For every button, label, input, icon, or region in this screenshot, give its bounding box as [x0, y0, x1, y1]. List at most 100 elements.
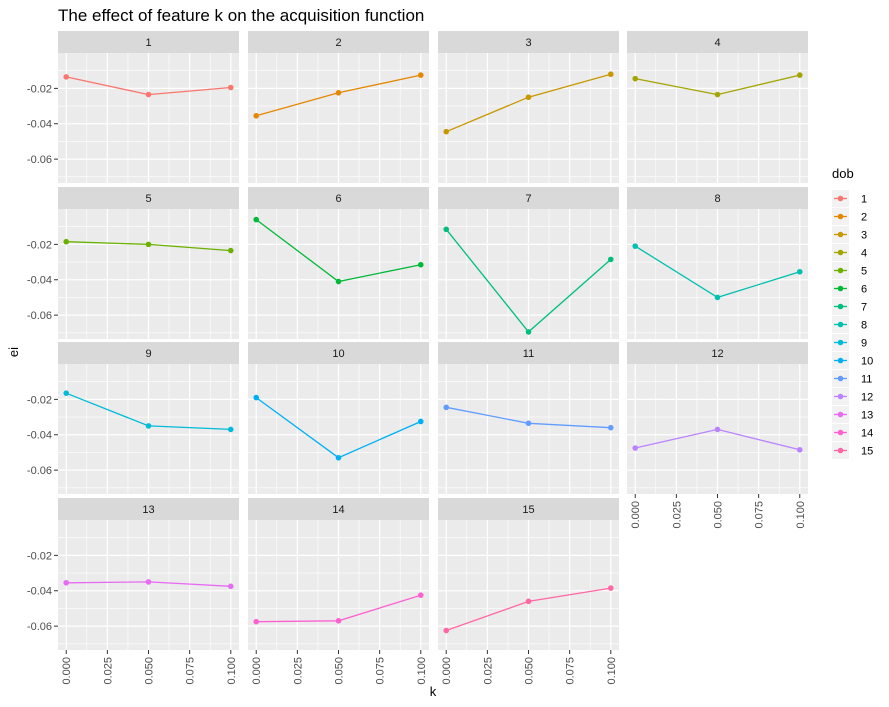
data-point — [417, 592, 424, 598]
facet-strip — [438, 342, 619, 364]
legend-label: 11 — [861, 374, 872, 386]
legend-key-point — [837, 231, 844, 238]
legend-label: 4 — [861, 248, 867, 260]
facet-strip — [438, 187, 619, 209]
data-point — [443, 226, 450, 233]
facet-panel: 5 -0.02 -0.04 -0.06 — [27, 187, 239, 339]
facet-panel: 8 — [627, 187, 808, 339]
chart-title: The effect of feature k on the acquisiti… — [58, 6, 424, 25]
legend-key-point — [837, 285, 844, 292]
data-point — [335, 89, 342, 96]
facet-strip — [58, 31, 239, 53]
data-point — [417, 261, 424, 268]
data-point — [525, 329, 532, 335]
x-tick-label: 0.050 — [334, 657, 346, 685]
x-tick-label: 0.000 — [61, 657, 73, 685]
legend-label: 9 — [861, 338, 867, 350]
facet-strip-label: 11 — [523, 348, 534, 360]
data-point — [335, 278, 342, 285]
legend-label: 10 — [861, 356, 873, 368]
facet-strip — [248, 498, 429, 520]
x-axis-title: k — [430, 684, 437, 699]
legend-key-point — [837, 447, 844, 454]
legend-label: 12 — [861, 392, 873, 404]
legend-item: 14 — [832, 424, 873, 441]
legend-key-point — [837, 393, 844, 400]
legend-label: 6 — [861, 284, 867, 296]
facet-panel: 10 — [248, 342, 429, 494]
legend-item: 10 — [832, 352, 873, 369]
legend-key-point — [837, 429, 844, 436]
legend-key-point — [837, 249, 844, 256]
data-point — [525, 598, 532, 605]
data-point — [796, 268, 803, 275]
data-point — [607, 71, 614, 78]
data-point — [443, 128, 450, 135]
data-point — [145, 241, 152, 248]
facet-strip-label: 12 — [711, 348, 723, 360]
x-tick-label: 0.100 — [795, 501, 807, 529]
data-point — [335, 618, 342, 624]
data-point — [227, 426, 234, 433]
data-point — [227, 84, 234, 91]
facet-strip — [58, 342, 239, 364]
data-point — [632, 445, 639, 451]
facet-strip-label: 1 — [145, 37, 151, 49]
facet-strip-label: 5 — [145, 193, 151, 205]
data-point — [145, 423, 152, 429]
y-tick-label: -0.04 — [27, 430, 52, 442]
facet-panel: 12 0.000 0.025 0.050 0.075 0.100 — [627, 342, 808, 529]
data-point — [714, 294, 721, 301]
legend-item: 13 — [832, 406, 873, 423]
facet-strip-label: 7 — [525, 193, 531, 205]
data-point — [253, 394, 260, 401]
x-tick-label: 0.050 — [144, 657, 156, 685]
facet-strip-label: 15 — [522, 504, 534, 516]
x-tick-label: 0.075 — [185, 657, 197, 685]
legend-key-point — [837, 267, 844, 274]
y-tick-label: -0.02 — [27, 83, 52, 95]
legend-label: 2 — [861, 212, 867, 224]
x-tick-label: 0.075 — [754, 501, 766, 529]
legend-label: 15 — [861, 446, 873, 458]
data-point — [63, 390, 70, 396]
facet-panel: 14 0.000 0.025 0.050 0.075 0.100 — [248, 498, 429, 685]
facet-strip — [627, 187, 808, 209]
legend-title: dob — [832, 166, 854, 181]
legend-label: 13 — [861, 410, 873, 422]
data-point — [63, 74, 70, 80]
facet-panel: 1 -0.02 -0.04 -0.06 — [27, 31, 239, 183]
data-point — [443, 404, 450, 411]
legend-label: 5 — [861, 266, 867, 278]
data-point — [632, 243, 639, 249]
facet-strip — [248, 342, 429, 364]
data-point — [145, 91, 152, 98]
data-point — [417, 72, 424, 78]
data-point — [525, 420, 532, 427]
data-point — [714, 426, 721, 433]
x-tick-label: 0.025 — [292, 657, 304, 685]
data-point — [63, 579, 70, 586]
data-point — [145, 579, 152, 585]
y-tick-label: -0.06 — [27, 310, 52, 322]
data-point — [335, 454, 342, 461]
legend-key-point — [837, 303, 844, 310]
data-point — [525, 94, 532, 101]
legend-key-point — [837, 357, 844, 364]
legend-key-point — [837, 411, 844, 418]
facet-panel: 7 — [438, 187, 619, 339]
legend-label: 1 — [861, 194, 867, 206]
legend-key-point — [837, 321, 844, 328]
facet-panel: 4 — [627, 31, 808, 183]
x-tick-label: 0.025 — [482, 657, 494, 685]
data-point — [253, 618, 260, 625]
y-tick-label: -0.02 — [27, 239, 52, 251]
facet-strip — [248, 31, 429, 53]
x-tick-label: 0.050 — [713, 501, 725, 529]
legend-key-point — [837, 339, 844, 346]
legend-key-point — [837, 213, 844, 220]
legend-label: 8 — [861, 320, 867, 332]
facet-strip-label: 8 — [714, 193, 720, 205]
